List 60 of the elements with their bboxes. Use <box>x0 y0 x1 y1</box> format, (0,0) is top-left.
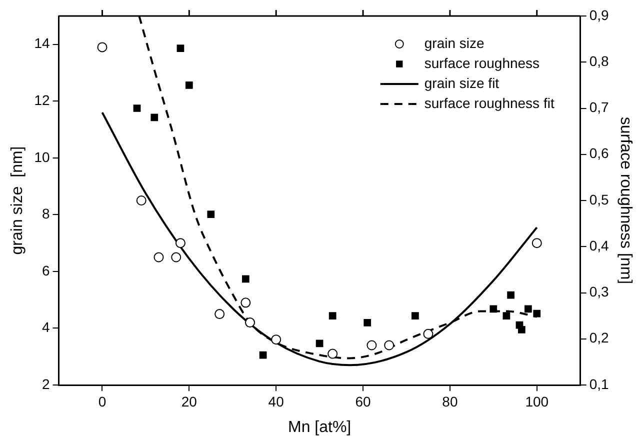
point <box>507 291 514 299</box>
point <box>214 309 225 320</box>
point <box>532 238 542 248</box>
y2-axis-title: surface roughness [nm] <box>616 116 634 284</box>
y2-tick-label: 0,2 <box>589 330 610 346</box>
point <box>411 312 419 320</box>
y-axis-title: grain size [nm] <box>9 146 26 255</box>
x-tick-label: 80 <box>442 393 458 410</box>
point <box>154 252 164 262</box>
point <box>176 44 184 52</box>
y-tick-label: 4 <box>42 319 50 336</box>
point <box>150 114 158 122</box>
point <box>242 275 250 283</box>
y-tick-label: 8 <box>42 206 50 222</box>
point <box>97 42 108 52</box>
y-tick-label: 14 <box>34 35 50 52</box>
x-tick-label: 60 <box>355 393 372 410</box>
y-tick-label: 6 <box>42 262 50 278</box>
y-tick-label: 12 <box>34 92 50 108</box>
x-tick-label: 40 <box>268 393 284 410</box>
point <box>502 312 510 320</box>
point <box>207 210 215 218</box>
point <box>136 196 146 206</box>
y2-tick-label: 0,1 <box>589 376 610 392</box>
point <box>185 82 193 89</box>
point <box>259 351 267 359</box>
x-axis-title: Mn [at%] <box>288 418 352 436</box>
x-tick-label: 0 <box>98 393 106 410</box>
y2-tick-label: 0,5 <box>589 191 610 208</box>
point <box>133 104 141 112</box>
y2-tick-label: 0,6 <box>589 145 610 162</box>
y2-tick-label: 0,4 <box>589 237 610 254</box>
y2-tick-label: 0,3 <box>589 284 610 300</box>
y2-tick-label: 0,7 <box>589 99 610 116</box>
legend-label: surface roughness fit <box>424 94 554 111</box>
point <box>384 340 394 350</box>
legend-label: surface roughness <box>424 54 540 71</box>
point <box>171 252 182 262</box>
point <box>518 326 526 334</box>
point <box>366 340 377 350</box>
point <box>533 310 541 318</box>
point <box>316 340 324 348</box>
legend-label: grain size <box>424 34 485 51</box>
point <box>240 298 251 308</box>
point <box>245 318 256 328</box>
x-tick-label: 20 <box>181 393 198 410</box>
y2-tick-label: 0,9 <box>589 6 610 23</box>
point <box>423 328 434 339</box>
point <box>364 319 372 326</box>
point <box>328 348 338 359</box>
point <box>175 238 186 248</box>
point <box>490 305 498 313</box>
point <box>328 312 336 320</box>
y-tick-label: 2 <box>42 376 50 392</box>
point <box>524 305 532 313</box>
point <box>271 334 282 345</box>
x-tick-label: 100 <box>525 393 549 410</box>
legend-label: grain size fit <box>424 74 500 91</box>
y-tick-label: 10 <box>34 148 50 165</box>
y2-tick-label: 0,8 <box>589 52 610 69</box>
